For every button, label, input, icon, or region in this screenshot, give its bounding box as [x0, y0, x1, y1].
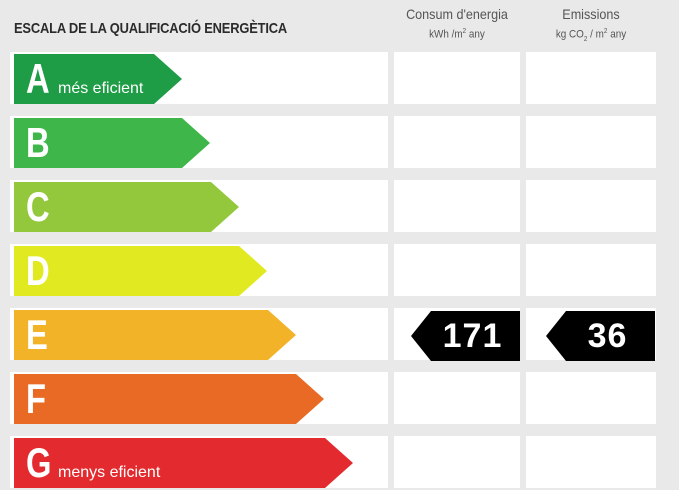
rating-arrow-b: B [14, 118, 210, 168]
rating-letter: B [26, 119, 50, 166]
consum-column-header: Consum d'energia kWh /m2 any [394, 6, 520, 41]
consum-header-unit: kWh /m2 any [429, 28, 485, 41]
emissions-cell [526, 372, 656, 424]
rating-sublabel: més eficient [58, 80, 144, 97]
rating-arrow-c: C [14, 182, 239, 232]
rating-arrow-e: E [14, 310, 296, 360]
scale-row-f: F [0, 372, 679, 426]
scale-row-e: E 171 36 [0, 308, 679, 362]
consum-cell [394, 52, 520, 104]
rating-arrow-d: D [14, 246, 267, 296]
emissions-header-unit: kg CO2 / m2 any [555, 28, 627, 43]
consum-cell [394, 116, 520, 168]
rating-letter: G [26, 439, 52, 486]
page-title: ESCALA DE LA QUALIFICACIÓ ENERGÈTICA [14, 20, 288, 37]
consum-header-label: Consum d'energia [406, 6, 508, 22]
rating-letter: F [26, 375, 47, 422]
consum-cell [394, 244, 520, 296]
consum-cell [394, 180, 520, 232]
rating-letter: C [26, 183, 50, 230]
scale-row-d: D [0, 244, 679, 298]
scale-row-b: B [0, 116, 679, 170]
rating-letter: A [26, 55, 50, 102]
rating-letter: D [26, 247, 50, 294]
rating-arrow-g: G menys eficient [14, 438, 353, 488]
emissions-header-label: Emissions [562, 6, 620, 22]
rating-arrow-f: F [14, 374, 324, 424]
consum-cell [394, 372, 520, 424]
consum-value-tag: 171 [411, 311, 520, 361]
emissions-cell [526, 244, 656, 296]
rating-letter: E [26, 311, 48, 358]
rating-sublabel: menys eficient [58, 464, 161, 481]
consum-cell [394, 436, 520, 488]
emissions-value-tag: 36 [546, 311, 655, 361]
emissions-cell [526, 52, 656, 104]
emissions-cell [526, 116, 656, 168]
emissions-cell [526, 436, 656, 488]
emissions-column-header: Emissions kg CO2 / m2 any [526, 6, 656, 43]
rating-arrow-a: A més eficient [14, 54, 182, 104]
emissions-cell [526, 180, 656, 232]
scale-row-c: C [0, 180, 679, 234]
scale-row-a: A més eficient [0, 52, 679, 106]
scale-row-g: G menys eficient [0, 436, 679, 490]
